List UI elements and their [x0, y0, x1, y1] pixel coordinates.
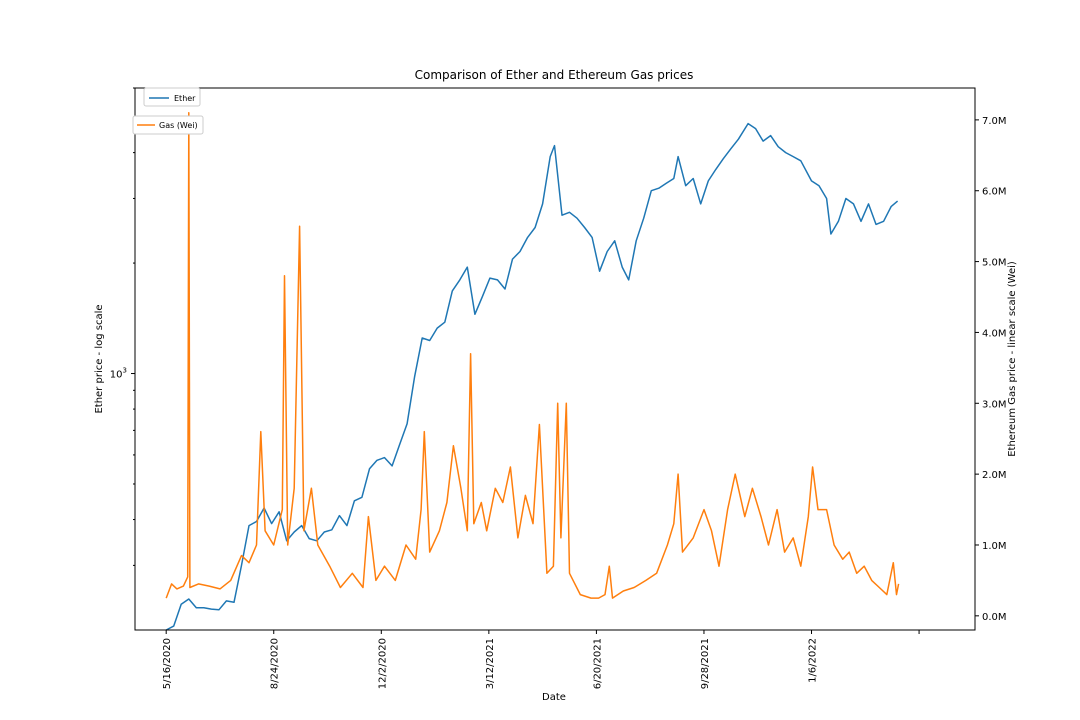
- chart-title: Comparison of Ether and Ethereum Gas pri…: [415, 68, 694, 82]
- x-tick-label: 6/20/2021: [592, 638, 603, 689]
- right-tick-label: 7.0M: [982, 116, 1007, 127]
- legend-ether-box: [143, 87, 201, 107]
- right-tick-label: 2.0M: [982, 470, 1007, 481]
- right-tick-label: 1.0M: [982, 541, 1007, 552]
- left-tick-label: 103: [110, 367, 127, 381]
- x-axis-label: Date: [542, 692, 566, 703]
- right-tick-label: 0.0M: [982, 612, 1007, 623]
- x-tick-label: 9/28/2021: [700, 638, 711, 689]
- x-tick-label: 12/2/2020: [377, 638, 388, 689]
- legend-gas-label: Gas (Wei): [159, 121, 198, 130]
- right-tick-label: 3.0M: [982, 399, 1007, 410]
- x-tick-label: 1/6/2022: [808, 638, 819, 683]
- right-axis-label: Ethereum Gas price - linear scale (Wei): [1007, 261, 1018, 457]
- x-tick-label: 5/16/2020: [162, 638, 173, 689]
- left-axis-label: Ether price - log scale: [94, 304, 105, 413]
- right-tick-label: 5.0M: [982, 258, 1007, 269]
- legend-gas-box: [132, 115, 204, 135]
- x-tick-label: 3/12/2021: [485, 638, 496, 689]
- legend-ether: Ether: [143, 87, 201, 107]
- right-tick-label: 4.0M: [982, 328, 1007, 339]
- legend-ether-label: Ether: [174, 94, 196, 103]
- x-tick-label: 8/24/2020: [270, 638, 281, 689]
- gas-series-line: [165, 112, 900, 599]
- legend-gas: Gas (Wei): [132, 115, 204, 135]
- plot-frame: [134, 87, 976, 631]
- right-tick-label: 6.0M: [982, 187, 1007, 198]
